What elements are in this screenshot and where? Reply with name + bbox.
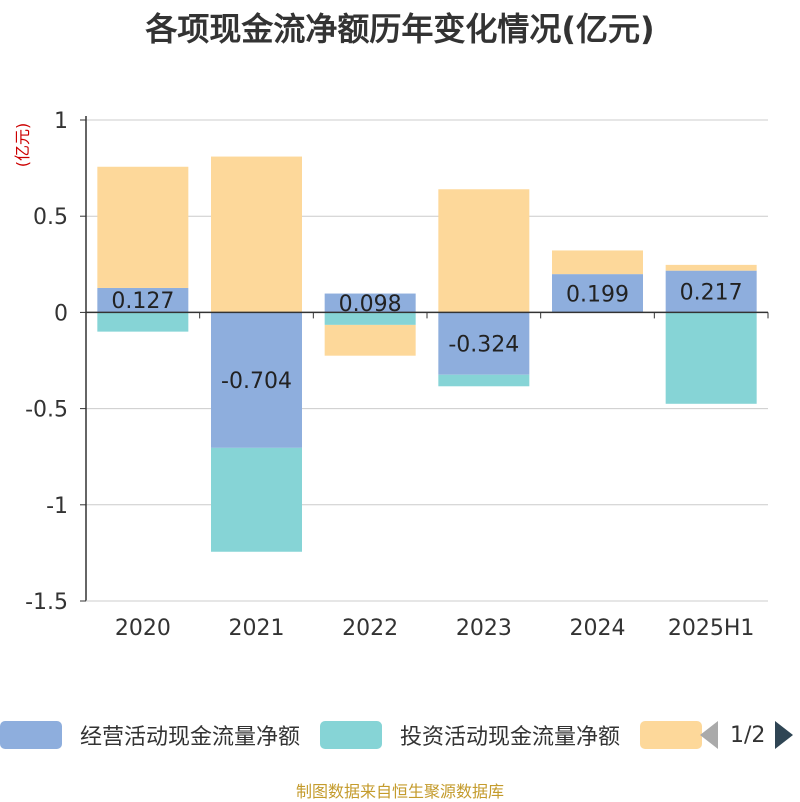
y-tick-label: -1	[46, 494, 68, 519]
y-tick-label: 1	[54, 109, 68, 134]
legend-label-investing: 投资活动现金流量净额	[400, 725, 621, 750]
data-label-2021: -0.704	[221, 369, 292, 394]
legend-swatch-operating	[0, 721, 62, 749]
bar-2025H1-series-1	[665, 312, 757, 404]
bar-2025H1-series-0	[665, 270, 757, 313]
x-tick-label: 2021	[229, 616, 285, 641]
x-tick-label: 2020	[115, 616, 171, 641]
bar-2020-series-0	[97, 287, 189, 313]
legend-swatch-investing	[320, 721, 382, 749]
bar-2022-series-0	[324, 293, 416, 313]
x-tick-label: 2023	[456, 616, 512, 641]
y-axis-label: (亿元)	[13, 123, 32, 168]
legend: 经营活动现金流量净额 投资活动现金流量净额 1/2	[0, 718, 800, 752]
legend-item-operating[interactable]: 经营活动现金流量净额	[0, 718, 300, 752]
data-label-2025H1: 0.217	[680, 281, 743, 306]
bar-2020-series-1	[97, 312, 189, 332]
legend-item-third[interactable]	[640, 718, 702, 752]
x-tick-label: 2022	[342, 616, 398, 641]
pager-next-icon[interactable]	[775, 721, 794, 749]
data-label-2023: -0.324	[448, 333, 519, 358]
bar-2021-series-1	[211, 447, 302, 552]
bar-chart: 1 0.5 0 -0.5 -1 -1.5 (亿元) 0.127 2020 -0.704 2021 0.…	[13, 109, 769, 641]
y-tick-label: -1.5	[25, 590, 68, 615]
bar-2021-series-0	[211, 312, 302, 448]
bar-2023-series-2	[438, 189, 530, 313]
data-label-2022: 0.098	[339, 292, 402, 317]
x-tick-label: 2025H1	[668, 616, 755, 641]
legend-item-investing[interactable]: 投资活动现金流量净额	[320, 718, 620, 752]
y-tick-label: 0	[54, 301, 68, 326]
legend-pager: 1/2	[700, 718, 794, 752]
bar-2022-series-1	[324, 312, 416, 325]
data-label-2024: 0.199	[566, 282, 629, 307]
chart-title: 各项现金流净额历年变化情况(亿元)	[145, 10, 655, 48]
bar-2024-series-0	[552, 274, 643, 313]
data-label-2020: 0.127	[111, 289, 174, 314]
pager-text: 1/2	[730, 722, 766, 748]
bar-2024-series-2	[552, 250, 643, 275]
bar-2022-series-2	[324, 324, 416, 356]
bar-2023-series-0	[438, 312, 530, 375]
bar-2025H1-series-2	[665, 264, 757, 271]
y-tick-label: -0.5	[25, 398, 68, 423]
y-tick-label: 0.5	[33, 205, 68, 230]
legend-swatch-third	[640, 721, 702, 749]
x-tick-label: 2024	[570, 616, 626, 641]
source-note: 制图数据来自恒生聚源数据库	[295, 782, 504, 801]
bar-2020-series-2	[97, 166, 189, 288]
bar-2021-series-2	[211, 156, 302, 313]
bar-2023-series-1	[438, 374, 530, 387]
legend-label-operating: 经营活动现金流量净额	[80, 725, 301, 750]
pager-prev-icon[interactable]	[700, 721, 718, 749]
